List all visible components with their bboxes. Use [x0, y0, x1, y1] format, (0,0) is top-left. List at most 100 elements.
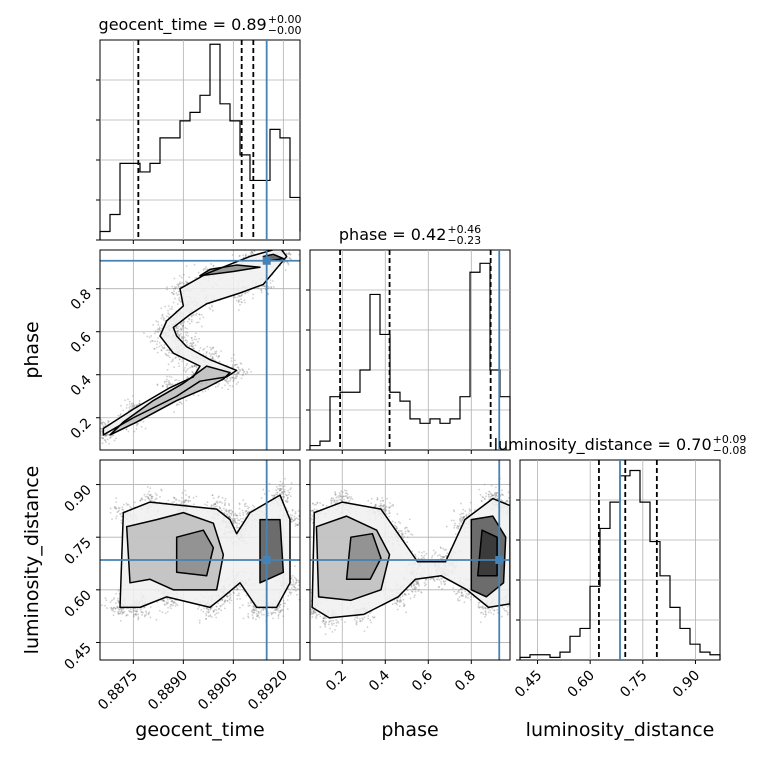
- sample-point: [236, 514, 238, 516]
- sample-point: [236, 598, 239, 600]
- sample-point: [209, 346, 212, 349]
- sample-point: [160, 324, 163, 327]
- sample-point: [205, 350, 208, 353]
- sample-point: [259, 611, 262, 614]
- sample-point: [413, 583, 416, 586]
- sample-point: [306, 512, 308, 514]
- sample-point: [282, 496, 285, 499]
- sample-point: [355, 623, 358, 626]
- sample-point: [211, 357, 214, 359]
- sample-point: [117, 510, 120, 513]
- sample-point: [384, 506, 387, 509]
- sample-point: [251, 504, 254, 507]
- sample-point: [282, 609, 285, 612]
- sample-point: [102, 421, 105, 424]
- sample-point: [191, 345, 194, 348]
- title-lower-geocent_time: −0.00: [268, 24, 302, 37]
- sample-point: [155, 618, 158, 621]
- sample-point: [433, 552, 436, 555]
- sample-point: [241, 368, 244, 370]
- sample-point: [168, 313, 171, 316]
- sample-point: [153, 348, 156, 350]
- sample-point: [219, 507, 222, 510]
- hist-panel-phase: [306, 249, 511, 454]
- sample-point: [514, 599, 516, 601]
- sample-point: [150, 499, 153, 502]
- sample-point: [262, 488, 265, 491]
- sample-point: [178, 335, 181, 338]
- sample-point: [154, 492, 157, 495]
- sample-point: [211, 347, 214, 350]
- sample-point: [314, 611, 317, 614]
- sample-point: [521, 605, 523, 607]
- sample-point: [524, 598, 526, 600]
- sample-point: [199, 346, 202, 349]
- sample-point: [110, 607, 113, 609]
- sample-point: [311, 616, 314, 618]
- sample-point: [180, 328, 183, 331]
- sample-point: [200, 608, 203, 611]
- sample-point: [286, 498, 289, 501]
- sample-point: [181, 327, 184, 329]
- sample-point: [165, 602, 168, 605]
- sample-point: [406, 536, 409, 539]
- sample-point: [202, 348, 205, 351]
- sample-point: [302, 588, 304, 590]
- sample-point: [512, 616, 514, 618]
- sample-point: [322, 620, 325, 623]
- sample-point: [274, 612, 277, 614]
- sample-point: [174, 601, 176, 604]
- sample-point: [209, 614, 212, 617]
- sample-point: [349, 497, 352, 500]
- sample-point: [100, 604, 103, 607]
- sample-point: [489, 495, 492, 498]
- sample-point: [487, 493, 490, 496]
- sample-point: [140, 611, 143, 613]
- sample-point: [372, 616, 375, 619]
- sample-point: [111, 434, 113, 437]
- sample-point: [335, 619, 338, 621]
- labels-layer: 0.8875 0.8890 0.8905 0.8920 0.2 0.4 0.6 0.8 0.45…: [21, 13, 746, 741]
- sample-point: [385, 505, 388, 508]
- sample-point: [397, 529, 400, 532]
- sample-point: [214, 505, 217, 508]
- sample-point: [171, 285, 174, 288]
- sample-point: [494, 495, 497, 497]
- sample-point: [244, 245, 246, 247]
- sample-point: [180, 276, 183, 279]
- sample-point: [181, 325, 184, 327]
- sample-point: [464, 590, 467, 593]
- sample-point: [130, 506, 133, 509]
- sample-point: [333, 500, 336, 503]
- sample-point: [458, 522, 461, 525]
- sample-point: [237, 309, 240, 312]
- sample-point: [279, 603, 282, 606]
- sample-point: [295, 581, 297, 584]
- sample-point: [453, 526, 456, 529]
- sample-point: [382, 499, 385, 502]
- sample-point: [113, 597, 116, 599]
- sample-point: [241, 374, 244, 377]
- sample-point: [166, 354, 168, 357]
- sample-point: [439, 546, 442, 549]
- sample-point: [307, 603, 309, 605]
- sample-point: [307, 610, 309, 612]
- sample-point: [120, 609, 123, 612]
- sample-point: [295, 589, 297, 592]
- sample-point: [185, 494, 187, 496]
- sample-point: [181, 492, 184, 494]
- sample-point: [185, 499, 188, 502]
- sample-point: [104, 422, 107, 425]
- sample-point: [133, 615, 135, 618]
- xtick-label-geocent_time-0: 0.8875: [95, 668, 141, 714]
- sample-point: [518, 596, 520, 598]
- sample-point: [512, 603, 514, 605]
- sample-point: [485, 492, 488, 495]
- sample-point: [161, 611, 164, 614]
- sample-point: [189, 342, 192, 345]
- sample-point: [247, 604, 250, 607]
- sample-point: [176, 604, 179, 607]
- sample-point: [179, 282, 182, 285]
- sample-point: [228, 511, 230, 514]
- sample-point: [496, 495, 499, 498]
